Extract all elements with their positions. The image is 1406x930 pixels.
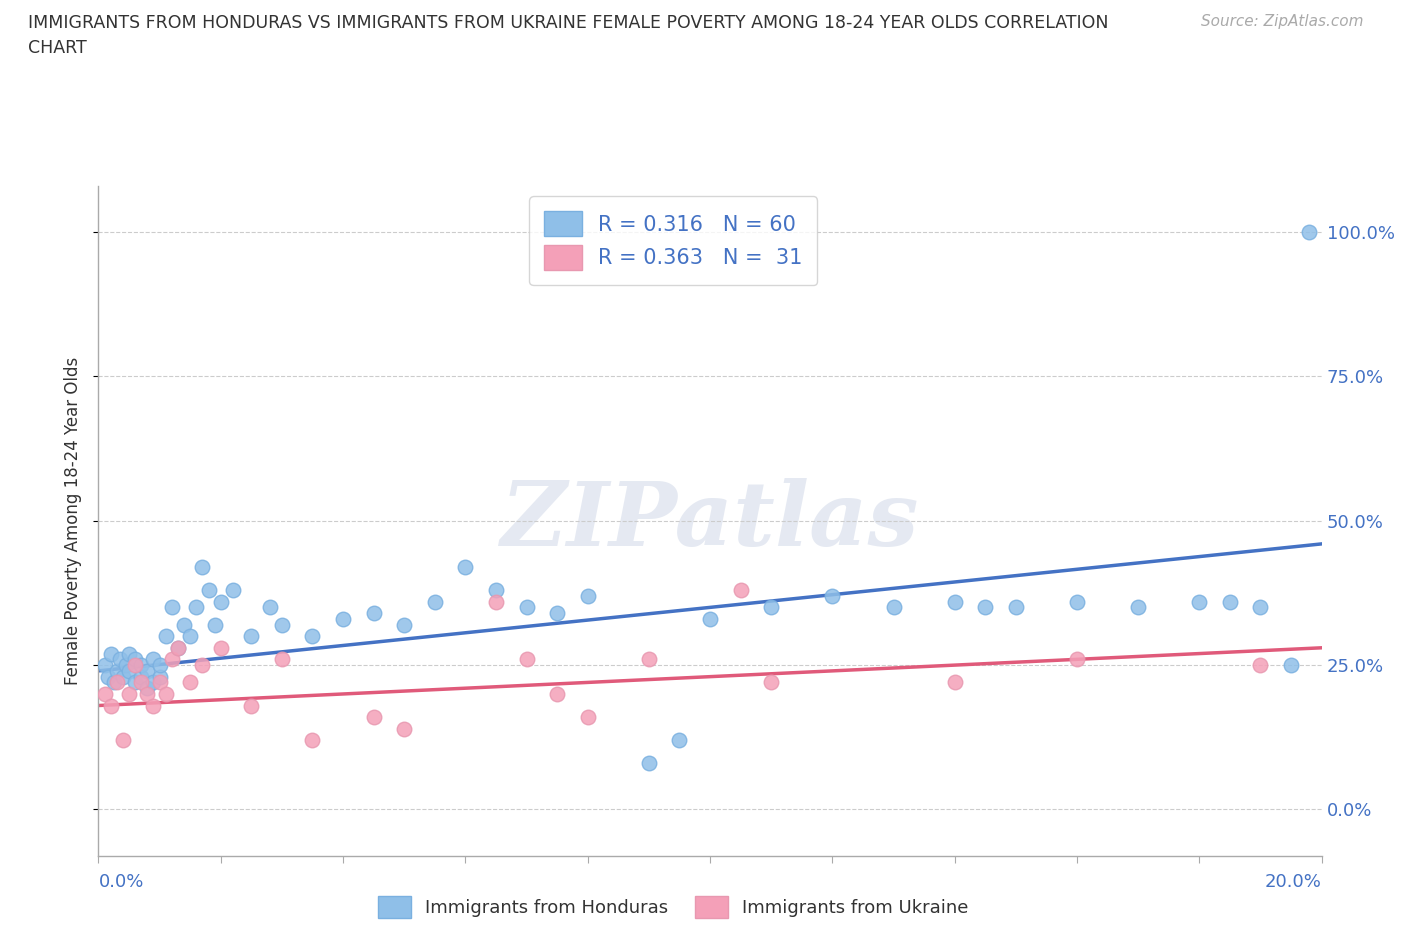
- Text: 0.0%: 0.0%: [98, 873, 143, 891]
- Point: [124, 658, 146, 672]
- Point: [576, 710, 599, 724]
- Point: [179, 629, 201, 644]
- Point: [179, 675, 201, 690]
- Point: [332, 612, 354, 627]
- Point: [638, 652, 661, 667]
- Point: [167, 641, 190, 656]
- Point: [173, 618, 195, 632]
- Point: [93, 658, 115, 672]
- Point: [129, 658, 152, 672]
- Point: [761, 675, 783, 690]
- Point: [155, 629, 177, 644]
- Point: [124, 675, 146, 690]
- Point: [943, 594, 966, 609]
- Point: [111, 733, 134, 748]
- Point: [423, 594, 446, 609]
- Point: [1250, 658, 1272, 672]
- Point: [516, 600, 538, 615]
- Point: [118, 686, 141, 701]
- Point: [108, 652, 131, 667]
- Point: [129, 675, 152, 690]
- Point: [240, 698, 263, 713]
- Point: [105, 663, 128, 678]
- Point: [160, 600, 183, 615]
- Point: [240, 629, 263, 644]
- Point: [97, 670, 120, 684]
- Point: [485, 594, 508, 609]
- Point: [974, 600, 997, 615]
- Point: [363, 710, 385, 724]
- Point: [1188, 594, 1211, 609]
- Point: [485, 582, 508, 597]
- Point: [142, 652, 165, 667]
- Point: [149, 670, 172, 684]
- Point: [136, 686, 159, 701]
- Point: [136, 663, 159, 678]
- Point: [1298, 225, 1320, 240]
- Point: [209, 641, 232, 656]
- Point: [270, 652, 294, 667]
- Point: [576, 589, 599, 604]
- Point: [103, 675, 125, 690]
- Point: [100, 646, 122, 661]
- Point: [1279, 658, 1302, 672]
- Point: [149, 658, 172, 672]
- Text: ZIPatlas: ZIPatlas: [502, 477, 918, 565]
- Point: [191, 560, 214, 575]
- Point: [142, 698, 165, 713]
- Point: [761, 600, 783, 615]
- Point: [118, 646, 141, 661]
- Point: [111, 670, 134, 684]
- Text: 20.0%: 20.0%: [1265, 873, 1322, 891]
- Point: [392, 721, 416, 736]
- Text: Source: ZipAtlas.com: Source: ZipAtlas.com: [1201, 14, 1364, 29]
- Point: [222, 582, 245, 597]
- Legend: Immigrants from Honduras, Immigrants from Ukraine: Immigrants from Honduras, Immigrants fro…: [368, 887, 977, 927]
- Point: [730, 582, 752, 597]
- Point: [1066, 652, 1088, 667]
- Point: [1128, 600, 1150, 615]
- Point: [883, 600, 905, 615]
- Point: [638, 756, 661, 771]
- Point: [100, 698, 122, 713]
- Point: [516, 652, 538, 667]
- Point: [1066, 594, 1088, 609]
- Point: [668, 733, 690, 748]
- Point: [105, 675, 128, 690]
- Point: [118, 663, 141, 678]
- Point: [204, 618, 226, 632]
- Point: [546, 686, 568, 701]
- Point: [301, 733, 323, 748]
- Point: [209, 594, 232, 609]
- Point: [149, 675, 172, 690]
- Point: [270, 618, 294, 632]
- Point: [1250, 600, 1272, 615]
- Point: [363, 605, 385, 620]
- Point: [1219, 594, 1241, 609]
- Text: IMMIGRANTS FROM HONDURAS VS IMMIGRANTS FROM UKRAINE FEMALE POVERTY AMONG 18-24 Y: IMMIGRANTS FROM HONDURAS VS IMMIGRANTS F…: [28, 14, 1108, 57]
- Point: [136, 681, 159, 696]
- Point: [821, 589, 844, 604]
- Point: [167, 641, 190, 656]
- Point: [546, 605, 568, 620]
- Point: [93, 686, 115, 701]
- Point: [943, 675, 966, 690]
- Point: [392, 618, 416, 632]
- Point: [129, 670, 152, 684]
- Point: [142, 675, 165, 690]
- Point: [301, 629, 323, 644]
- Point: [699, 612, 721, 627]
- Point: [197, 582, 219, 597]
- Point: [454, 560, 477, 575]
- Y-axis label: Female Poverty Among 18-24 Year Olds: Female Poverty Among 18-24 Year Olds: [65, 357, 83, 684]
- Point: [259, 600, 281, 615]
- Point: [124, 652, 146, 667]
- Point: [191, 658, 214, 672]
- Point: [186, 600, 208, 615]
- Point: [160, 652, 183, 667]
- Point: [155, 686, 177, 701]
- Point: [115, 658, 138, 672]
- Point: [1004, 600, 1026, 615]
